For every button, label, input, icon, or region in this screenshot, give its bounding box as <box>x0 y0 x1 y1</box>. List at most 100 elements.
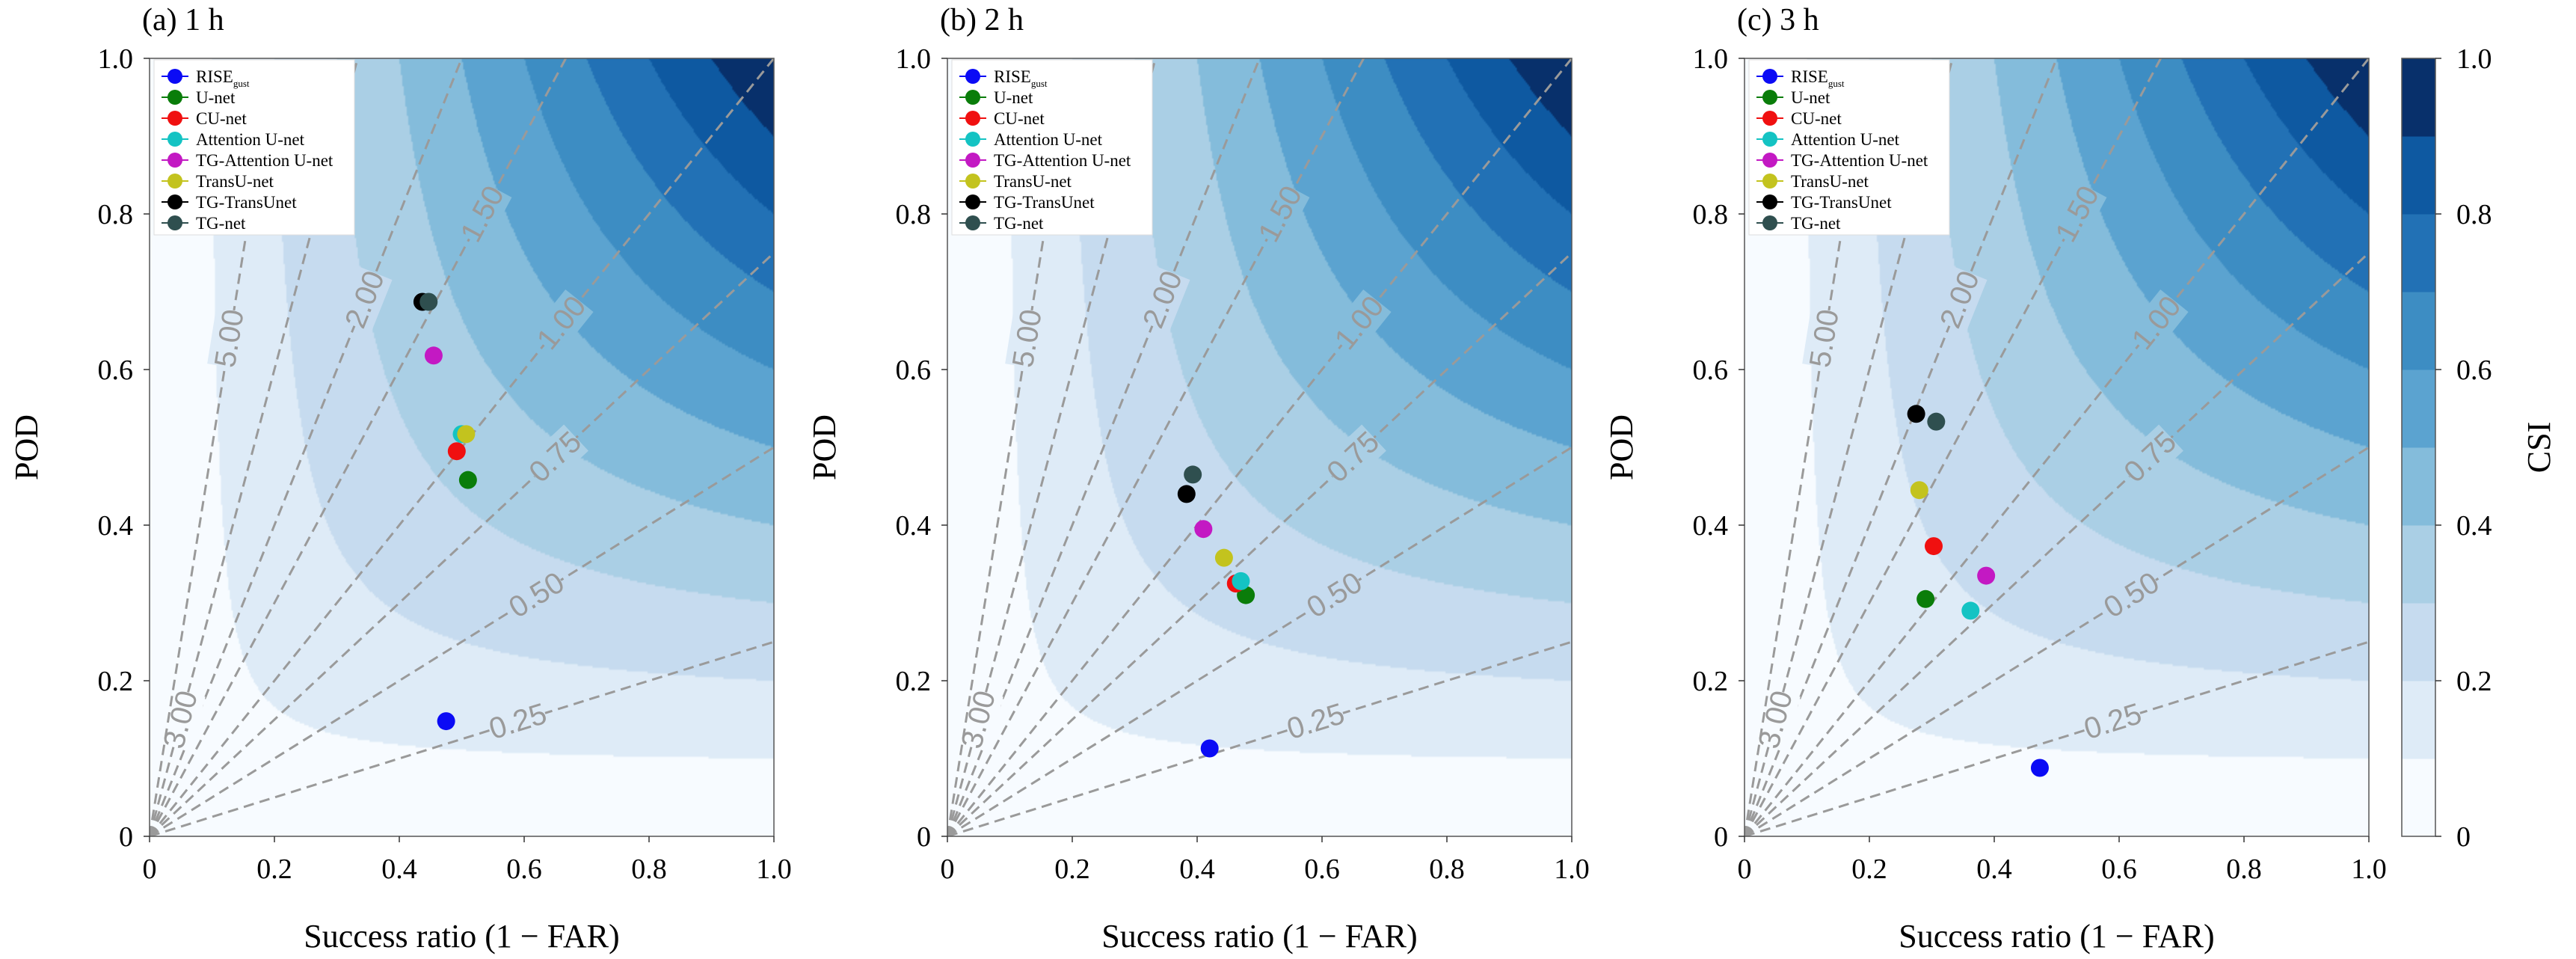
bias-line-0.75 <box>1745 251 2369 836</box>
legend-label: TG-Attention U-net <box>994 151 1131 170</box>
bias-line-0.25 <box>150 640 774 836</box>
data-points <box>1907 405 2049 777</box>
colorbar-segment <box>2402 759 2435 837</box>
data-points <box>1177 465 1255 758</box>
point-cu-net <box>447 442 466 461</box>
colorbar-tick-label: 0 <box>2456 821 2471 853</box>
legend-marker <box>167 153 182 168</box>
x-tick-label: 0 <box>1738 854 1752 885</box>
bias-line-0.50 <box>947 446 1572 836</box>
panel-3: 0.250.500.751.001.502.003.005.00(c) 3 h0… <box>1603 3 2387 955</box>
colorbar-tick-label: 0.4 <box>2456 510 2492 542</box>
legend-label: RISEgust <box>196 67 250 89</box>
legend-box <box>1748 59 1950 236</box>
bias-line-0.75 <box>947 251 1572 836</box>
legend-label: TG-Attention U-net <box>1791 151 1928 170</box>
colorbar-frame <box>2401 58 2436 837</box>
legend-label: Attention U-net <box>994 130 1103 149</box>
legend-label: U-net <box>196 88 236 107</box>
x-tick-label: 0 <box>941 854 955 885</box>
data-points <box>413 292 477 731</box>
legend-label: CU-net <box>1791 109 1842 128</box>
x-tick-label: 0 <box>143 854 157 885</box>
x-axis-label: Success ratio (1 − FAR) <box>1899 918 2214 955</box>
x-axis-label: Success ratio (1 − FAR) <box>1101 918 1417 955</box>
y-tick-label: 1.0 <box>896 43 932 75</box>
colorbar-label: CSI <box>2521 422 2557 473</box>
plot-frame <box>149 58 775 837</box>
point-tg-transunet <box>1907 405 1925 423</box>
y-tick-label: 1.0 <box>98 43 134 75</box>
legend-marker <box>167 174 182 189</box>
bias-line-1.00 <box>1745 58 2369 836</box>
bias-line-0.25 <box>947 640 1572 836</box>
legend-label: CU-net <box>994 109 1045 128</box>
x-tick-label: 0.8 <box>1429 854 1465 885</box>
colorbar-segment <box>2402 603 2435 681</box>
y-tick-label: 0.4 <box>1693 510 1729 542</box>
point-tg-attention-u-net <box>1977 566 1996 585</box>
legend-marker <box>1762 90 1777 105</box>
x-tick-label: 0.8 <box>631 854 667 885</box>
bias-line-0.25 <box>1745 640 2369 836</box>
legend-box <box>153 59 355 236</box>
legend-marker <box>1762 69 1777 84</box>
panel-title: (c) 3 h <box>1737 3 1819 37</box>
x-tick-label: 0.2 <box>256 854 292 885</box>
panel-2: 0.250.500.751.001.502.003.005.00(b) 2 h0… <box>806 3 1590 955</box>
colorbar-segment <box>2402 136 2435 215</box>
point-tg-attention-u-net <box>424 346 443 365</box>
legend-label: U-net <box>994 88 1033 107</box>
legend-label: TG-net <box>196 214 246 233</box>
point-transu-net <box>1910 481 1928 500</box>
legend-label: TransU-net <box>1791 172 1869 191</box>
panel-title: (a) 1 h <box>142 3 224 37</box>
y-tick-label: 0 <box>119 821 133 853</box>
colorbar-tick-label: 1.0 <box>2456 43 2492 75</box>
legend-marker <box>167 69 182 84</box>
point-attention-u-net <box>1961 601 1980 620</box>
legend-label: TransU-net <box>994 172 1072 191</box>
legend-marker <box>965 69 980 84</box>
legend-label: TG-net <box>994 214 1044 233</box>
y-tick-label: 0.6 <box>98 355 134 386</box>
colorbar-segment <box>2402 58 2435 137</box>
point-rise <box>1200 739 1219 758</box>
legend-label: TG-TransUnet <box>1791 193 1892 212</box>
legend-marker <box>1762 132 1777 147</box>
bias-line-1.00 <box>947 58 1572 836</box>
y-tick-label: 0.8 <box>1693 199 1729 230</box>
legend-label: Attention U-net <box>196 130 305 149</box>
legend-marker <box>167 132 182 147</box>
colorbar-segment <box>2402 447 2435 526</box>
x-tick-label: 0.4 <box>381 854 417 885</box>
legend-marker <box>965 132 980 147</box>
x-tick-label: 0.8 <box>2226 854 2262 885</box>
point-u-net <box>458 471 477 489</box>
plot-frame <box>1744 58 2370 837</box>
point-tg-net <box>419 292 438 311</box>
point-transu-net <box>1214 548 1233 567</box>
legend-label: TG-net <box>1791 214 1841 233</box>
colorbar-segment <box>2402 214 2435 292</box>
legend-marker <box>1762 215 1777 230</box>
legend-label: U-net <box>1791 88 1830 107</box>
colorbar-tick-label: 0.2 <box>2456 666 2492 697</box>
y-axis-label: POD <box>1603 414 1640 480</box>
colorbar-segment <box>2402 681 2435 759</box>
point-tg-net <box>1927 412 1946 431</box>
legend-marker <box>965 90 980 105</box>
point-tg-net <box>1184 465 1202 484</box>
plot-frame <box>947 58 1573 837</box>
x-tick-label: 0.4 <box>1976 854 2012 885</box>
panel-title: (b) 2 h <box>940 3 1024 37</box>
legend-label: CU-net <box>196 109 247 128</box>
legend-label: TG-TransUnet <box>994 193 1095 212</box>
colorbar-segment <box>2402 525 2435 604</box>
y-tick-label: 0 <box>917 821 931 853</box>
x-tick-label: 1.0 <box>756 854 792 885</box>
point-rise <box>437 712 455 731</box>
y-tick-label: 0.6 <box>1693 355 1729 386</box>
